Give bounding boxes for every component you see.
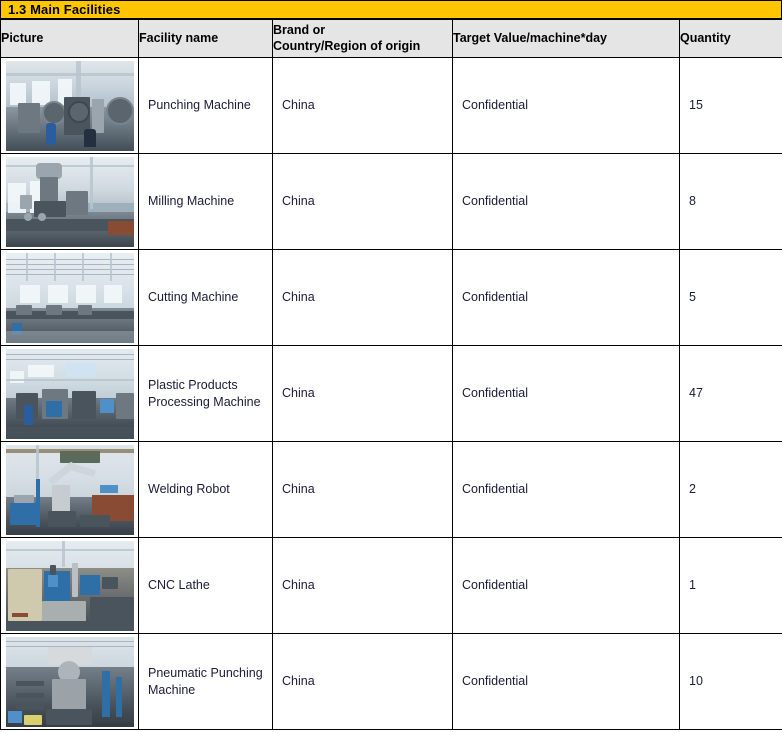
quantity-cell: 10 [679, 633, 782, 730]
pneumatic-punching-machine-photo [5, 636, 134, 727]
target-value-cell: Confidential [452, 441, 680, 538]
facility-name-cell: Welding Robot [138, 441, 273, 538]
brand-origin-cell: China [272, 249, 453, 346]
facility-name-cell: CNC Lathe [138, 537, 273, 634]
facility-name-cell: Pneumatic Punching Machine [138, 633, 273, 730]
target-value-cell: Confidential [452, 345, 680, 442]
column-header-brand-origin: Brand or Country/Region of origin [272, 19, 453, 58]
column-header-quantity: Quantity [679, 19, 782, 58]
milling-machine-photo [5, 156, 134, 247]
brand-origin-cell: China [272, 153, 453, 250]
target-value-cell: Confidential [452, 57, 680, 154]
table-row: Punching Machine China Confidential 15 [0, 57, 782, 154]
brand-origin-cell: China [272, 633, 453, 730]
table-row: CNC Lathe China Confidential 1 [0, 537, 782, 634]
facility-picture-cell [0, 537, 139, 634]
target-value-cell: Confidential [452, 153, 680, 250]
section-title: 1.3 Main Facilities [8, 2, 121, 17]
column-header-brand-origin-line2: Country/Region of origin [273, 39, 421, 53]
column-header-facility-name: Facility name [138, 19, 273, 58]
table-header: Picture Facility name Brand or Country/R… [0, 19, 782, 58]
facility-picture-cell [0, 441, 139, 538]
brand-origin-cell: China [272, 537, 453, 634]
quantity-cell: 1 [679, 537, 782, 634]
quantity-cell: 2 [679, 441, 782, 538]
facility-name-cell: Punching Machine [138, 57, 273, 154]
table-row: Cutting Machine China Confidential 5 [0, 249, 782, 346]
facility-picture-cell [0, 345, 139, 442]
table-body: Punching Machine China Confidential 15 [0, 57, 782, 730]
table-row: Welding Robot China Confidential 2 [0, 441, 782, 538]
quantity-cell: 47 [679, 345, 782, 442]
quantity-cell: 15 [679, 57, 782, 154]
facility-picture-cell [0, 633, 139, 730]
brand-origin-cell: China [272, 57, 453, 154]
facility-name-cell: Milling Machine [138, 153, 273, 250]
column-header-picture: Picture [0, 19, 139, 58]
facility-picture-cell [0, 57, 139, 154]
target-value-cell: Confidential [452, 249, 680, 346]
target-value-cell: Confidential [452, 633, 680, 730]
section-title-bar: 1.3 Main Facilities [0, 0, 782, 19]
brand-origin-cell: China [272, 345, 453, 442]
quantity-cell: 8 [679, 153, 782, 250]
table-row: Pneumatic Punching Machine China Confide… [0, 633, 782, 730]
quantity-cell: 5 [679, 249, 782, 346]
facility-picture-cell [0, 153, 139, 250]
facility-name-cell: Cutting Machine [138, 249, 273, 346]
target-value-cell: Confidential [452, 537, 680, 634]
plastic-products-processing-machine-photo [5, 348, 134, 439]
punching-machine-photo [5, 60, 134, 151]
cnc-lathe-photo [5, 540, 134, 631]
facility-name-cell: Plastic Products Processing Machine [138, 345, 273, 442]
cutting-machine-photo [5, 252, 134, 343]
brand-origin-cell: China [272, 441, 453, 538]
facility-picture-cell [0, 249, 139, 346]
table-row: Plastic Products Processing Machine Chin… [0, 345, 782, 442]
welding-robot-photo [5, 444, 134, 535]
table-header-row: Picture Facility name Brand or Country/R… [0, 19, 782, 58]
table-row: Milling Machine China Confidential 8 [0, 153, 782, 250]
column-header-brand-origin-line1: Brand or [273, 23, 326, 38]
column-header-target-value: Target Value/machine*day [452, 19, 680, 58]
main-facilities-table: Picture Facility name Brand or Country/R… [0, 19, 782, 730]
